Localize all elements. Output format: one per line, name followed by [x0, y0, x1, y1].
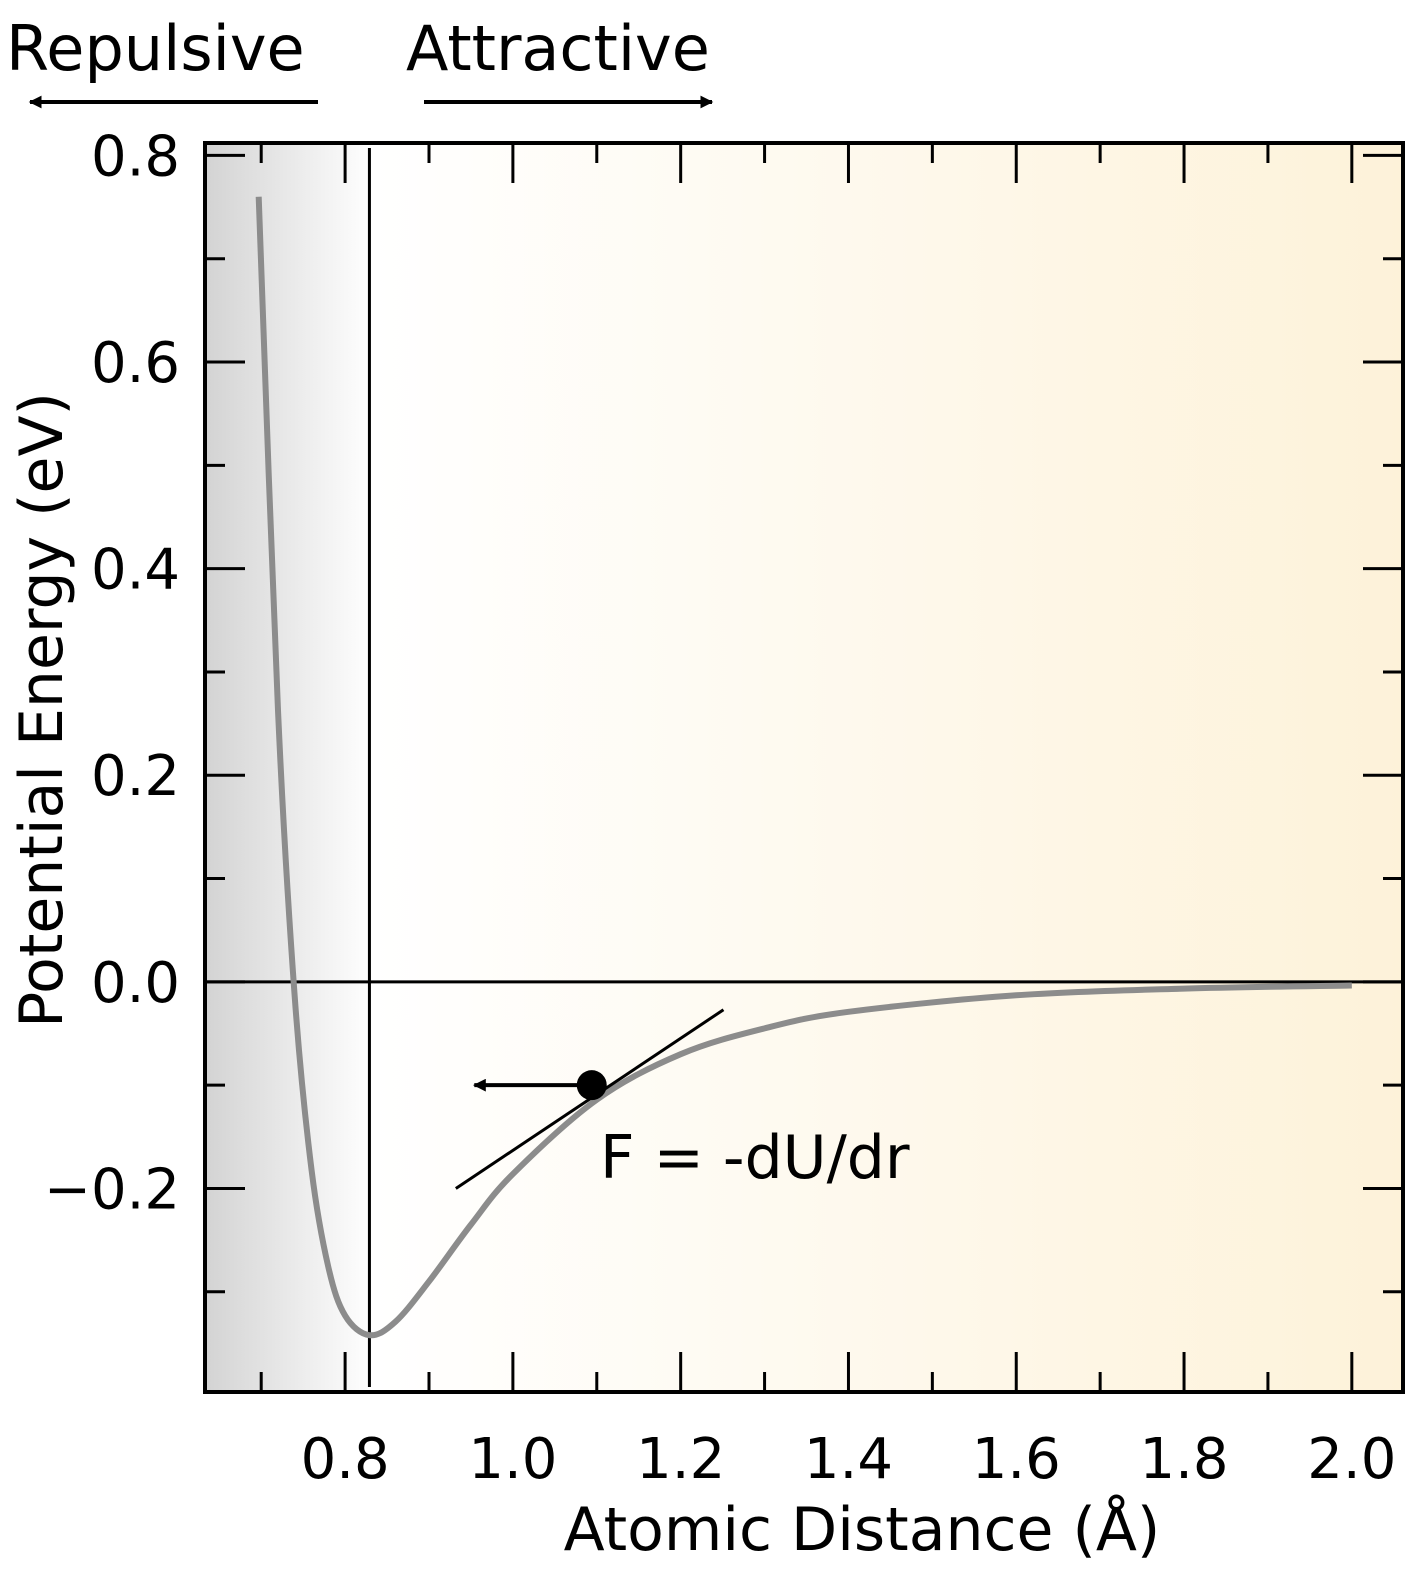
y-tick-label: −0.2: [44, 1157, 180, 1222]
y-tick-label: 0.4: [91, 538, 180, 603]
x-tick-label: 1.8: [1140, 1427, 1229, 1492]
attractive-label: Attractive: [406, 12, 710, 85]
axis-ticks: [205, 143, 1403, 1392]
x-tick-label: 2.0: [1307, 1427, 1396, 1492]
x-tick-label: 1.6: [972, 1427, 1061, 1492]
potential-energy-curve: [255, 196, 1352, 1339]
force-point: [576, 1070, 607, 1101]
x-tick-label: 1.4: [804, 1427, 893, 1492]
x-tick-label: 1.0: [468, 1427, 557, 1492]
repulsive-label: Repulsive: [6, 12, 305, 85]
x-tick-label: 1.2: [636, 1427, 725, 1492]
y-tick-label: 0.8: [91, 124, 180, 189]
y-tick-label: 0.0: [91, 951, 180, 1016]
x-tick-label: 0.8: [301, 1427, 390, 1492]
x-axis-label: Atomic Distance (Å): [564, 1494, 1161, 1565]
x-tick-labels: 0.8 1.0 1.2 1.4 1.6 1.8 2.0: [301, 1427, 1397, 1492]
plot-background: [205, 143, 1403, 1392]
y-tick-label: 0.6: [91, 331, 180, 396]
force-label: F = -dU/dr: [600, 1123, 910, 1193]
plot-frame: [203, 141, 1405, 1394]
y-axis-label: Potential Energy (eV): [7, 392, 77, 1028]
y-tick-label: 0.2: [91, 744, 180, 809]
y-tick-labels: −0.2 0.0 0.2 0.4 0.6 0.8: [44, 124, 180, 1222]
